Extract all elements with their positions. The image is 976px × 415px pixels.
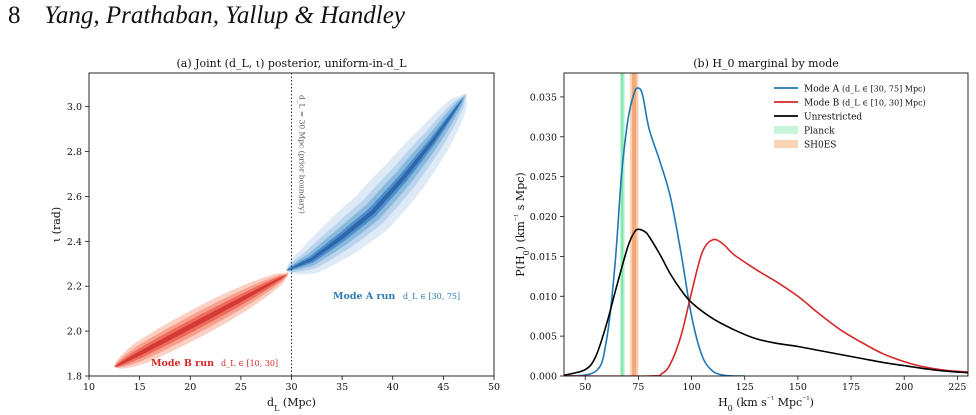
page-header: 8 Yang, Prathaban, Yallup & Handley — [8, 2, 405, 36]
panel-b-y-tick-label: 0.005 — [530, 332, 557, 343]
author-line: Yang, Prathaban, Yallup & Handley — [44, 2, 405, 29]
mode-b-contour-level-4 — [113, 274, 287, 368]
panel-a-y-tick-label: 2.6 — [67, 192, 82, 203]
panel-b-x-tick-label: 150 — [789, 382, 807, 393]
panel-a-x-tick-label: 30 — [285, 382, 297, 393]
panel-b-plot-area — [564, 73, 968, 376]
panel-a-x-tick-label: 20 — [184, 382, 196, 393]
panel-a-y-tick-label: 2.4 — [67, 237, 82, 248]
panel-b-x-tick-label: 200 — [895, 382, 913, 393]
panel-b-x-tick-label: 225 — [948, 382, 966, 393]
legend-swatch — [774, 140, 798, 148]
panel-b-title: (b) H_0 marginal by mode — [693, 57, 839, 70]
panel-b-x-tick-label: 50 — [579, 382, 591, 393]
panel-a-x-tick-label: 45 — [437, 382, 449, 393]
planck-band-inner — [621, 73, 624, 376]
unrestricted-curve — [564, 228, 968, 376]
panel-a-y-tick-label: 2.8 — [67, 147, 82, 158]
legend-entry-label: Planck — [804, 127, 835, 137]
sh0es-band-inner — [632, 73, 637, 376]
panel-b-x-axis-label: H0​ (km s⁻¹​ Mpc⁻¹​) — [718, 395, 814, 413]
panel-b-y-axis-label: P(H0​) (km⁻¹​ s Mpc) — [513, 172, 531, 276]
panel-a-x-tick-label: 40 — [387, 382, 399, 393]
panel-b-y-tick-label: 0.010 — [530, 292, 557, 303]
mode-a-contour-level-2 — [280, 94, 466, 272]
page-number: 8 — [8, 2, 21, 29]
panel-a-y-tick-label: 2.2 — [67, 282, 82, 293]
panel-a-y-tick-label: 3.0 — [67, 102, 82, 113]
mode-b-range-label: d_L ∈ [10, 30] — [221, 359, 278, 368]
panel-b-x-tick-label: 175 — [842, 382, 860, 393]
panel-b-y-tick-label: 0.015 — [530, 252, 557, 263]
panel-b-y-tick-label: 0.000 — [530, 372, 557, 383]
panel-b-y-tick-label: 0.030 — [530, 132, 557, 143]
legend-entry-label: Unrestricted — [804, 113, 862, 123]
panel-b-legend: Mode A (d_L ∈ [30, 75] Mpc) Mode B (d_L ∈… — [774, 85, 926, 151]
panel-a-x-tick-label: 10 — [83, 382, 95, 393]
panel-a-y-tick-label: 1.8 — [67, 372, 82, 383]
mode-a-contour-level-3 — [282, 95, 466, 272]
panel-b-x-tick-label: 100 — [683, 382, 701, 393]
prior-boundary-label: d_L = 30 Mpc (prior boundary) — [298, 95, 307, 214]
mode-a-contour-level-1 — [278, 92, 467, 275]
panel-b-frame — [563, 72, 969, 377]
panel-a-y-tick-label: 2.0 — [67, 327, 82, 338]
mode-b-run-label: Mode B run — [151, 358, 214, 369]
panel-a-plot-area — [108, 92, 467, 369]
panel-b-y-tick-label: 0.020 — [530, 212, 557, 223]
mode-a-curve — [564, 87, 745, 376]
panel-b-x-tick-label: 125 — [736, 382, 754, 393]
panel-a-x-tick-label: 35 — [336, 382, 348, 393]
panel-b-y-tick-label: 0.025 — [530, 172, 557, 183]
panel-a-x-tick-label: 15 — [134, 382, 146, 393]
legend-entry-label: SH0ES — [804, 141, 836, 151]
panel-a-title: (a) Joint (d_L, ι) posterior, uniform-in… — [176, 57, 407, 70]
panel-b: (b) H_0 marginal by mode 50 75 100 125 150 175… — [513, 57, 969, 413]
panel-a-y-axis-label: ι (rad) — [50, 207, 63, 242]
panel-a-x-tick-label: 25 — [235, 382, 247, 393]
panel-a-x-axis-label: dL​ (Mpc) — [267, 396, 316, 413]
panel-a-x-tick-label: 50 — [488, 382, 500, 393]
mode-a-run-label: Mode A run — [333, 291, 395, 302]
mode-b-curve — [564, 238, 968, 376]
legend-entry-label: Mode A (d_L ∈ [30, 75] Mpc) — [804, 85, 926, 95]
panel-a: (a) Joint (d_L, ι) posterior, uniform-in… — [50, 57, 500, 413]
legend-entry-label: Mode B (d_L ∈ [10, 30] Mpc) — [804, 99, 926, 109]
legend-swatch — [774, 126, 798, 134]
panel-b-x-tick-label: 75 — [632, 382, 644, 393]
panel-b-y-tick-label: 0.035 — [530, 92, 557, 103]
mode-a-range-label: d_L ∈ [30, 75] — [403, 292, 460, 301]
